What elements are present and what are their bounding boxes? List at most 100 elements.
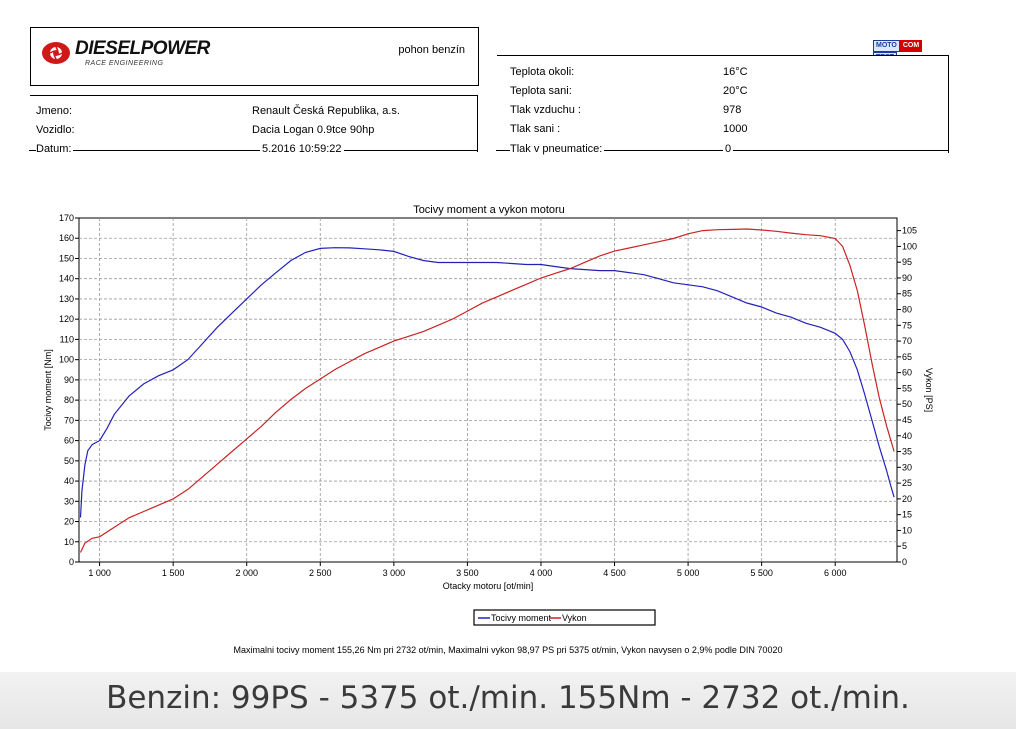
y2-tick-label: 20: [902, 494, 912, 504]
chart-title: Tocivy moment a vykon motoru: [413, 204, 565, 216]
y2-tick-label: 95: [902, 257, 912, 267]
y2-tick-label: 80: [902, 305, 912, 315]
series-torque-line: [79, 247, 895, 518]
y-axis-left: 0 10 20 30 40 50 60 70 80 90 100 110 120 130 140 150 160…: [59, 213, 79, 567]
x-tick-label: 1 500: [162, 568, 185, 578]
y-tick-label: 150: [59, 253, 74, 263]
y-axis-right: 0 5 10 15 20 25 30 35 40 45 50 55 60 65 70 75 80 85 90 95 10…: [897, 226, 917, 567]
env-key: Teplota okoli:: [510, 66, 575, 78]
divider-line: [29, 150, 477, 151]
y2-tick-label: 60: [902, 368, 912, 378]
badge-part-2: COM: [899, 40, 923, 52]
x-tick-label: 1 000: [88, 568, 111, 578]
subtitle-bar: [0, 672, 1016, 729]
x-tick-label: 3 500: [456, 568, 479, 578]
header-box: DIESELPOWER RACE ENGINEERING pohon benzí…: [30, 27, 479, 86]
env-value: 1000: [723, 123, 748, 135]
info-value: Dacia Logan 0.9tce 90hp: [252, 124, 375, 136]
y2-tick-label: 45: [902, 415, 912, 425]
turbo-logo-icon: [42, 42, 70, 64]
y-tick-label: 120: [59, 314, 74, 324]
y2-tick-label: 30: [902, 462, 912, 472]
legend-power-label: Vykon: [562, 613, 587, 623]
y-tick-label: 110: [60, 334, 74, 344]
y2-tick-label: 75: [902, 320, 912, 330]
env-key: Tlak v pneumatice:: [510, 143, 605, 155]
y2-tick-label: 55: [902, 383, 912, 393]
y-tick-label: 140: [59, 274, 74, 284]
logo-text: DIESELPOWER: [75, 38, 210, 59]
divider-line: [496, 150, 948, 151]
y2-tick-label: 90: [902, 273, 912, 283]
y-tick-label: 80: [64, 395, 74, 405]
y2-tick-label: 35: [902, 447, 912, 457]
env-key: Tlak vzduchu :: [510, 104, 581, 116]
y-tick-label: 10: [64, 537, 74, 547]
y2-tick-label: 105: [902, 226, 917, 236]
y-tick-label: 170: [59, 213, 74, 223]
grid-vertical: [99, 218, 836, 562]
y-tick-label: 40: [64, 476, 74, 486]
x-axis: 1 000 1 500 2 000 2 500 3 000 3 500 4 000 4 500…: [88, 562, 846, 578]
y2-tick-label: 0: [902, 557, 907, 567]
y2-tick-label: 5: [902, 541, 907, 551]
fuel-type: pohon benzín: [398, 44, 465, 56]
video-subtitle: Benzin: 99PS - 5375 ot./min. 155Nm - 273…: [106, 680, 910, 716]
legend-torque-label: Tocivy moment: [491, 613, 552, 623]
x-axis-label: Otacky motoru [ot/min]: [443, 581, 534, 591]
y2-tick-label: 15: [902, 510, 912, 520]
env-key: Teplota sani:: [510, 85, 572, 97]
y-tick-label: 20: [64, 517, 74, 527]
x-tick-label: 3 000: [383, 568, 406, 578]
info-key: Datum:: [36, 143, 74, 155]
dieselpower-logo: DIESELPOWER RACE ENGINEERING: [41, 38, 241, 70]
x-tick-label: 6 000: [824, 568, 847, 578]
y2-tick-label: 10: [902, 525, 912, 535]
y2-tick-label: 25: [902, 478, 912, 488]
vehicle-info-box: Jmeno: Renault Česká Republika, a.s. Voz…: [29, 95, 478, 155]
y-tick-label: 30: [64, 496, 74, 506]
x-tick-label: 4 500: [603, 568, 626, 578]
y-tick-label: 0: [69, 557, 74, 567]
legend-box: [473, 609, 656, 626]
x-tick-label: 2 000: [235, 568, 258, 578]
y-tick-label: 160: [59, 233, 74, 243]
y-tick-label: 100: [59, 355, 74, 365]
motocomtest-badge: MOTOCOMTEST: [873, 40, 946, 64]
badge-part-1: MOTO: [873, 40, 900, 52]
series-power-line: [79, 228, 895, 553]
grid-horizontal: [79, 237, 897, 543]
y2-tick-label: 65: [902, 352, 912, 362]
env-value: 16°C: [723, 66, 748, 78]
y2-tick-label: 50: [902, 399, 912, 409]
dyno-chart: Tocivy moment a vykon motoru 01020304050…: [43, 204, 934, 626]
x-tick-label: 5 500: [750, 568, 773, 578]
x-tick-label: 5 000: [677, 568, 700, 578]
y2-tick-label: 40: [902, 431, 912, 441]
y-axis-right-label: Vykon [PS]: [924, 368, 934, 412]
y-tick-label: 60: [64, 436, 74, 446]
y-tick-label: 90: [64, 375, 74, 385]
environment-box: Teplota okoli: 16°C Teplota sani: 20°C T…: [496, 55, 949, 155]
y2-tick-label: 70: [902, 336, 912, 346]
env-key: Tlak sani :: [510, 123, 561, 135]
x-tick-label: 2 500: [309, 568, 332, 578]
info-key: Vozidlo:: [36, 124, 75, 136]
y2-tick-label: 100: [902, 241, 917, 251]
env-value: 20°C: [723, 85, 748, 97]
y-tick-label: 50: [64, 456, 74, 466]
y-tick-label: 130: [59, 294, 74, 304]
y2-tick-label: 85: [902, 289, 912, 299]
env-value: 0: [723, 143, 734, 155]
info-value: Renault Česká Republika, a.s.: [252, 105, 400, 117]
x-tick-label: 4 000: [530, 568, 553, 578]
plot-area: [78, 217, 898, 563]
info-key: Jmeno:: [36, 105, 73, 117]
logo-subtext: RACE ENGINEERING: [85, 60, 164, 67]
max-values-caption: Maximalni tocivy moment 155,26 Nm pri 27…: [233, 645, 783, 655]
info-value: 5.2016 10:59:22: [260, 143, 344, 155]
y-axis-left-label: Tocivy moment [Nm]: [43, 349, 53, 431]
legend: Tocivy moment Vykon: [473, 609, 656, 626]
env-value: 978: [723, 104, 742, 116]
y-tick-label: 70: [64, 415, 74, 425]
